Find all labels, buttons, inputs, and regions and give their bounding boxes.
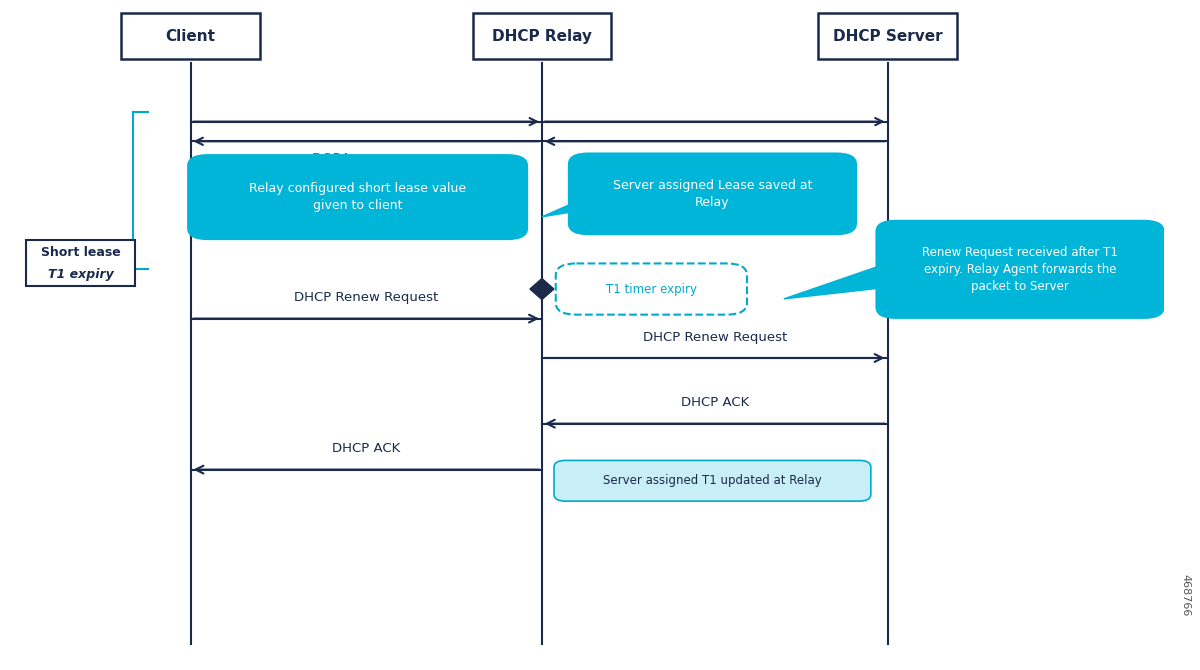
Text: DHCP Renew Request: DHCP Renew Request: [642, 330, 787, 344]
FancyBboxPatch shape: [876, 220, 1164, 319]
Text: T1 expiry: T1 expiry: [48, 268, 114, 281]
Text: DHCP Server: DHCP Server: [833, 29, 942, 44]
Text: Relay configured short lease value
given to client: Relay configured short lease value given…: [250, 182, 466, 212]
Text: DHCP ACK: DHCP ACK: [680, 396, 749, 409]
Text: DHCP ACK: DHCP ACK: [332, 442, 401, 455]
Polygon shape: [784, 254, 913, 299]
FancyBboxPatch shape: [26, 240, 136, 285]
FancyBboxPatch shape: [121, 13, 259, 59]
Text: DHCP Renew Request: DHCP Renew Request: [294, 291, 438, 304]
FancyBboxPatch shape: [187, 154, 528, 240]
Text: 468766: 468766: [1181, 574, 1190, 616]
Text: Renew Request received after T1
expiry. Relay Agent forwards the
packet to Serve: Renew Request received after T1 expiry. …: [922, 246, 1118, 293]
Polygon shape: [530, 279, 554, 299]
Text: Server assigned Lease saved at
Relay: Server assigned Lease saved at Relay: [613, 179, 812, 209]
Text: Server assigned T1 updated at Relay: Server assigned T1 updated at Relay: [604, 474, 822, 487]
Text: T1 timer expiry: T1 timer expiry: [606, 283, 697, 295]
Text: DORA messages: DORA messages: [312, 153, 421, 165]
FancyBboxPatch shape: [556, 263, 746, 315]
Text: DORA messages: DORA messages: [660, 153, 769, 165]
Text: DHCP Relay: DHCP Relay: [492, 29, 592, 44]
FancyBboxPatch shape: [473, 13, 611, 59]
Text: Client: Client: [166, 29, 216, 44]
Polygon shape: [542, 183, 618, 217]
FancyBboxPatch shape: [568, 153, 857, 235]
Polygon shape: [191, 186, 244, 220]
FancyBboxPatch shape: [818, 13, 956, 59]
FancyBboxPatch shape: [554, 460, 871, 501]
Text: Short lease: Short lease: [41, 246, 120, 259]
